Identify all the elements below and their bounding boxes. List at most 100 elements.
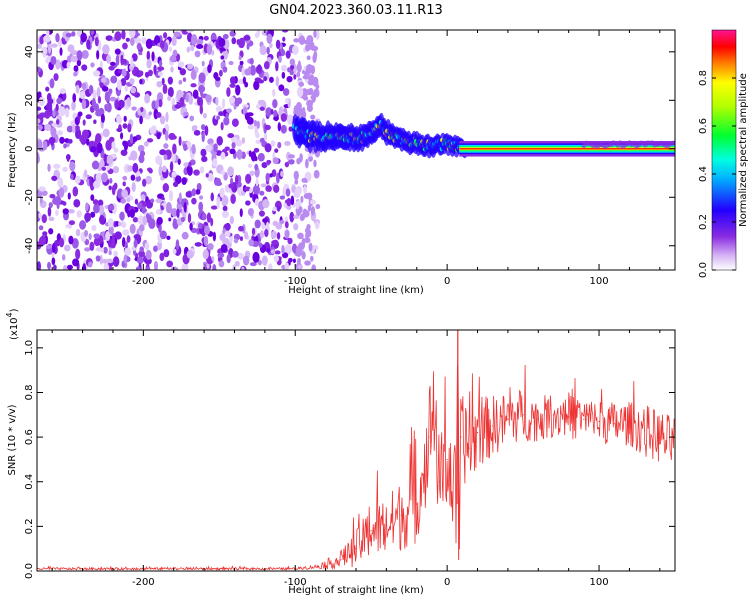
- snr-y-tick-label: 0.0: [24, 563, 35, 579]
- spectrogram-cell: [68, 220, 75, 226]
- spectrogram-cell: [106, 154, 114, 165]
- snr-data-point: [628, 423, 631, 425]
- spectrogram-cell: [292, 258, 296, 264]
- spectrogram-cell: [226, 87, 231, 97]
- spectrogram-cell: [257, 99, 265, 105]
- spectrogram-cell: [177, 91, 184, 97]
- spectrogram-cell: [284, 140, 291, 147]
- spectrogram-cell: [81, 98, 87, 110]
- spectrogram-cell: [231, 141, 236, 149]
- spectrogram-cell: [116, 115, 123, 124]
- spectrogram-cell: [253, 80, 260, 91]
- spectrogram-cell: [121, 30, 126, 40]
- spectrogram-cell: [99, 158, 105, 168]
- spectrogram-cell: [40, 46, 48, 56]
- spectrogram-cell: [118, 221, 122, 227]
- spectrogram-cell: [55, 119, 60, 125]
- spectrogram-cell: [218, 69, 223, 77]
- spectrogram-x-tick-label: 100: [590, 276, 609, 287]
- spectrogram-cell: [223, 116, 230, 126]
- spectrogram-cell: [169, 55, 177, 63]
- spectrogram-cell: [228, 96, 236, 104]
- spectrogram-x-tick-label: -200: [132, 276, 155, 287]
- spectrogram-cell: [218, 260, 225, 268]
- snr-x-tick-label: 100: [590, 577, 609, 588]
- spectrogram-y-tick-label: 20: [24, 94, 35, 107]
- spectrogram-cell: [173, 31, 181, 38]
- spectrogram-cell: [296, 71, 301, 78]
- spectrogram-cell: [242, 76, 246, 85]
- spectrogram-cell: [96, 142, 103, 154]
- spectrogram-cell: [137, 144, 145, 153]
- spectrogram-cell: [247, 124, 255, 130]
- spectrogram-cell: [219, 187, 225, 198]
- spectrogram-cell: [62, 264, 68, 270]
- colorbar-axes: 0.0 0.2 0.4 0.6 0.8: [698, 29, 737, 278]
- snr-data-point: [218, 568, 220, 570]
- spectrogram-cell: [53, 73, 59, 82]
- snr-x-tick-label: -200: [132, 577, 155, 588]
- spectrogram-cell: [199, 195, 204, 200]
- spectrogram-cell: [59, 88, 66, 95]
- spectrogram-cell: [167, 95, 172, 102]
- spectrogram-cell: [278, 55, 282, 63]
- spectrogram-cell: [293, 223, 299, 231]
- spectrogram-cell: [128, 156, 133, 161]
- spectrogram-cell: [308, 242, 313, 252]
- spectrogram-cell: [249, 187, 253, 194]
- spectrogram-cell: [90, 211, 96, 218]
- spectrogram-cell: [89, 175, 93, 187]
- spectrogram-cell: [283, 88, 290, 96]
- spectrogram-cell: [190, 69, 197, 81]
- spectrogram-cell: [199, 86, 204, 98]
- spectrogram-cell: [260, 183, 267, 188]
- snr-data-point: [598, 420, 600, 423]
- spectrogram-cell: [79, 134, 87, 143]
- spectrogram-cell: [113, 250, 119, 257]
- spectrogram-cell: [315, 84, 320, 90]
- spectrogram-y-tick-label: -40: [24, 238, 35, 254]
- spectrogram-cell: [122, 181, 126, 187]
- spectrogram-cell: [204, 225, 210, 235]
- spectrogram-cell: [130, 86, 137, 94]
- snr-data-point: [385, 525, 387, 527]
- spectrogram-cell: [91, 225, 97, 232]
- spectrogram-cell: [80, 32, 87, 43]
- spectrogram-cell: [99, 215, 105, 225]
- spectrogram-cell: [126, 197, 131, 203]
- spectrogram-cell: [98, 205, 105, 215]
- spectrogram-cell: [220, 151, 226, 160]
- snr-data-point: [460, 436, 462, 438]
- spectrogram-cell: [250, 151, 257, 162]
- spectrogram-cell: [220, 55, 225, 60]
- spectrogram-cell: [207, 173, 214, 182]
- spectrogram-cell: [179, 198, 188, 203]
- spectrogram-cell: [300, 195, 304, 203]
- spectrogram-cell: [85, 114, 92, 120]
- spectrogram-cell: [201, 60, 205, 67]
- spectrogram-cell: [201, 213, 207, 221]
- spectrogram-cell: [89, 241, 95, 252]
- spectrogram-cell: [177, 61, 185, 68]
- spectrogram-cell: [144, 71, 150, 78]
- spectrogram-cell: [298, 81, 305, 87]
- spectrogram-cell: [50, 43, 58, 48]
- spectrogram-cell: [290, 195, 295, 206]
- spectrogram-cell: [69, 161, 76, 172]
- spectrogram-cell: [219, 233, 226, 241]
- spectrogram-cell: [40, 190, 48, 196]
- spectrogram-cell: [262, 218, 268, 223]
- spectrogram-cell: [46, 92, 52, 102]
- snr-data-point: [552, 414, 555, 416]
- spectrogram-cell: [314, 221, 320, 230]
- spectrogram-cell: [106, 165, 110, 171]
- spectrogram-cell: [162, 165, 167, 173]
- spectrogram-cell: [93, 119, 97, 124]
- spectrogram-cell: [282, 36, 286, 42]
- spectrogram-cell: [295, 101, 302, 112]
- spectrogram-cell: [51, 175, 58, 181]
- spectrogram-cell: [111, 234, 116, 246]
- spectrogram-cell: [306, 224, 311, 230]
- spectrogram-cell: [104, 91, 110, 103]
- spectrogram-cell: [235, 139, 243, 147]
